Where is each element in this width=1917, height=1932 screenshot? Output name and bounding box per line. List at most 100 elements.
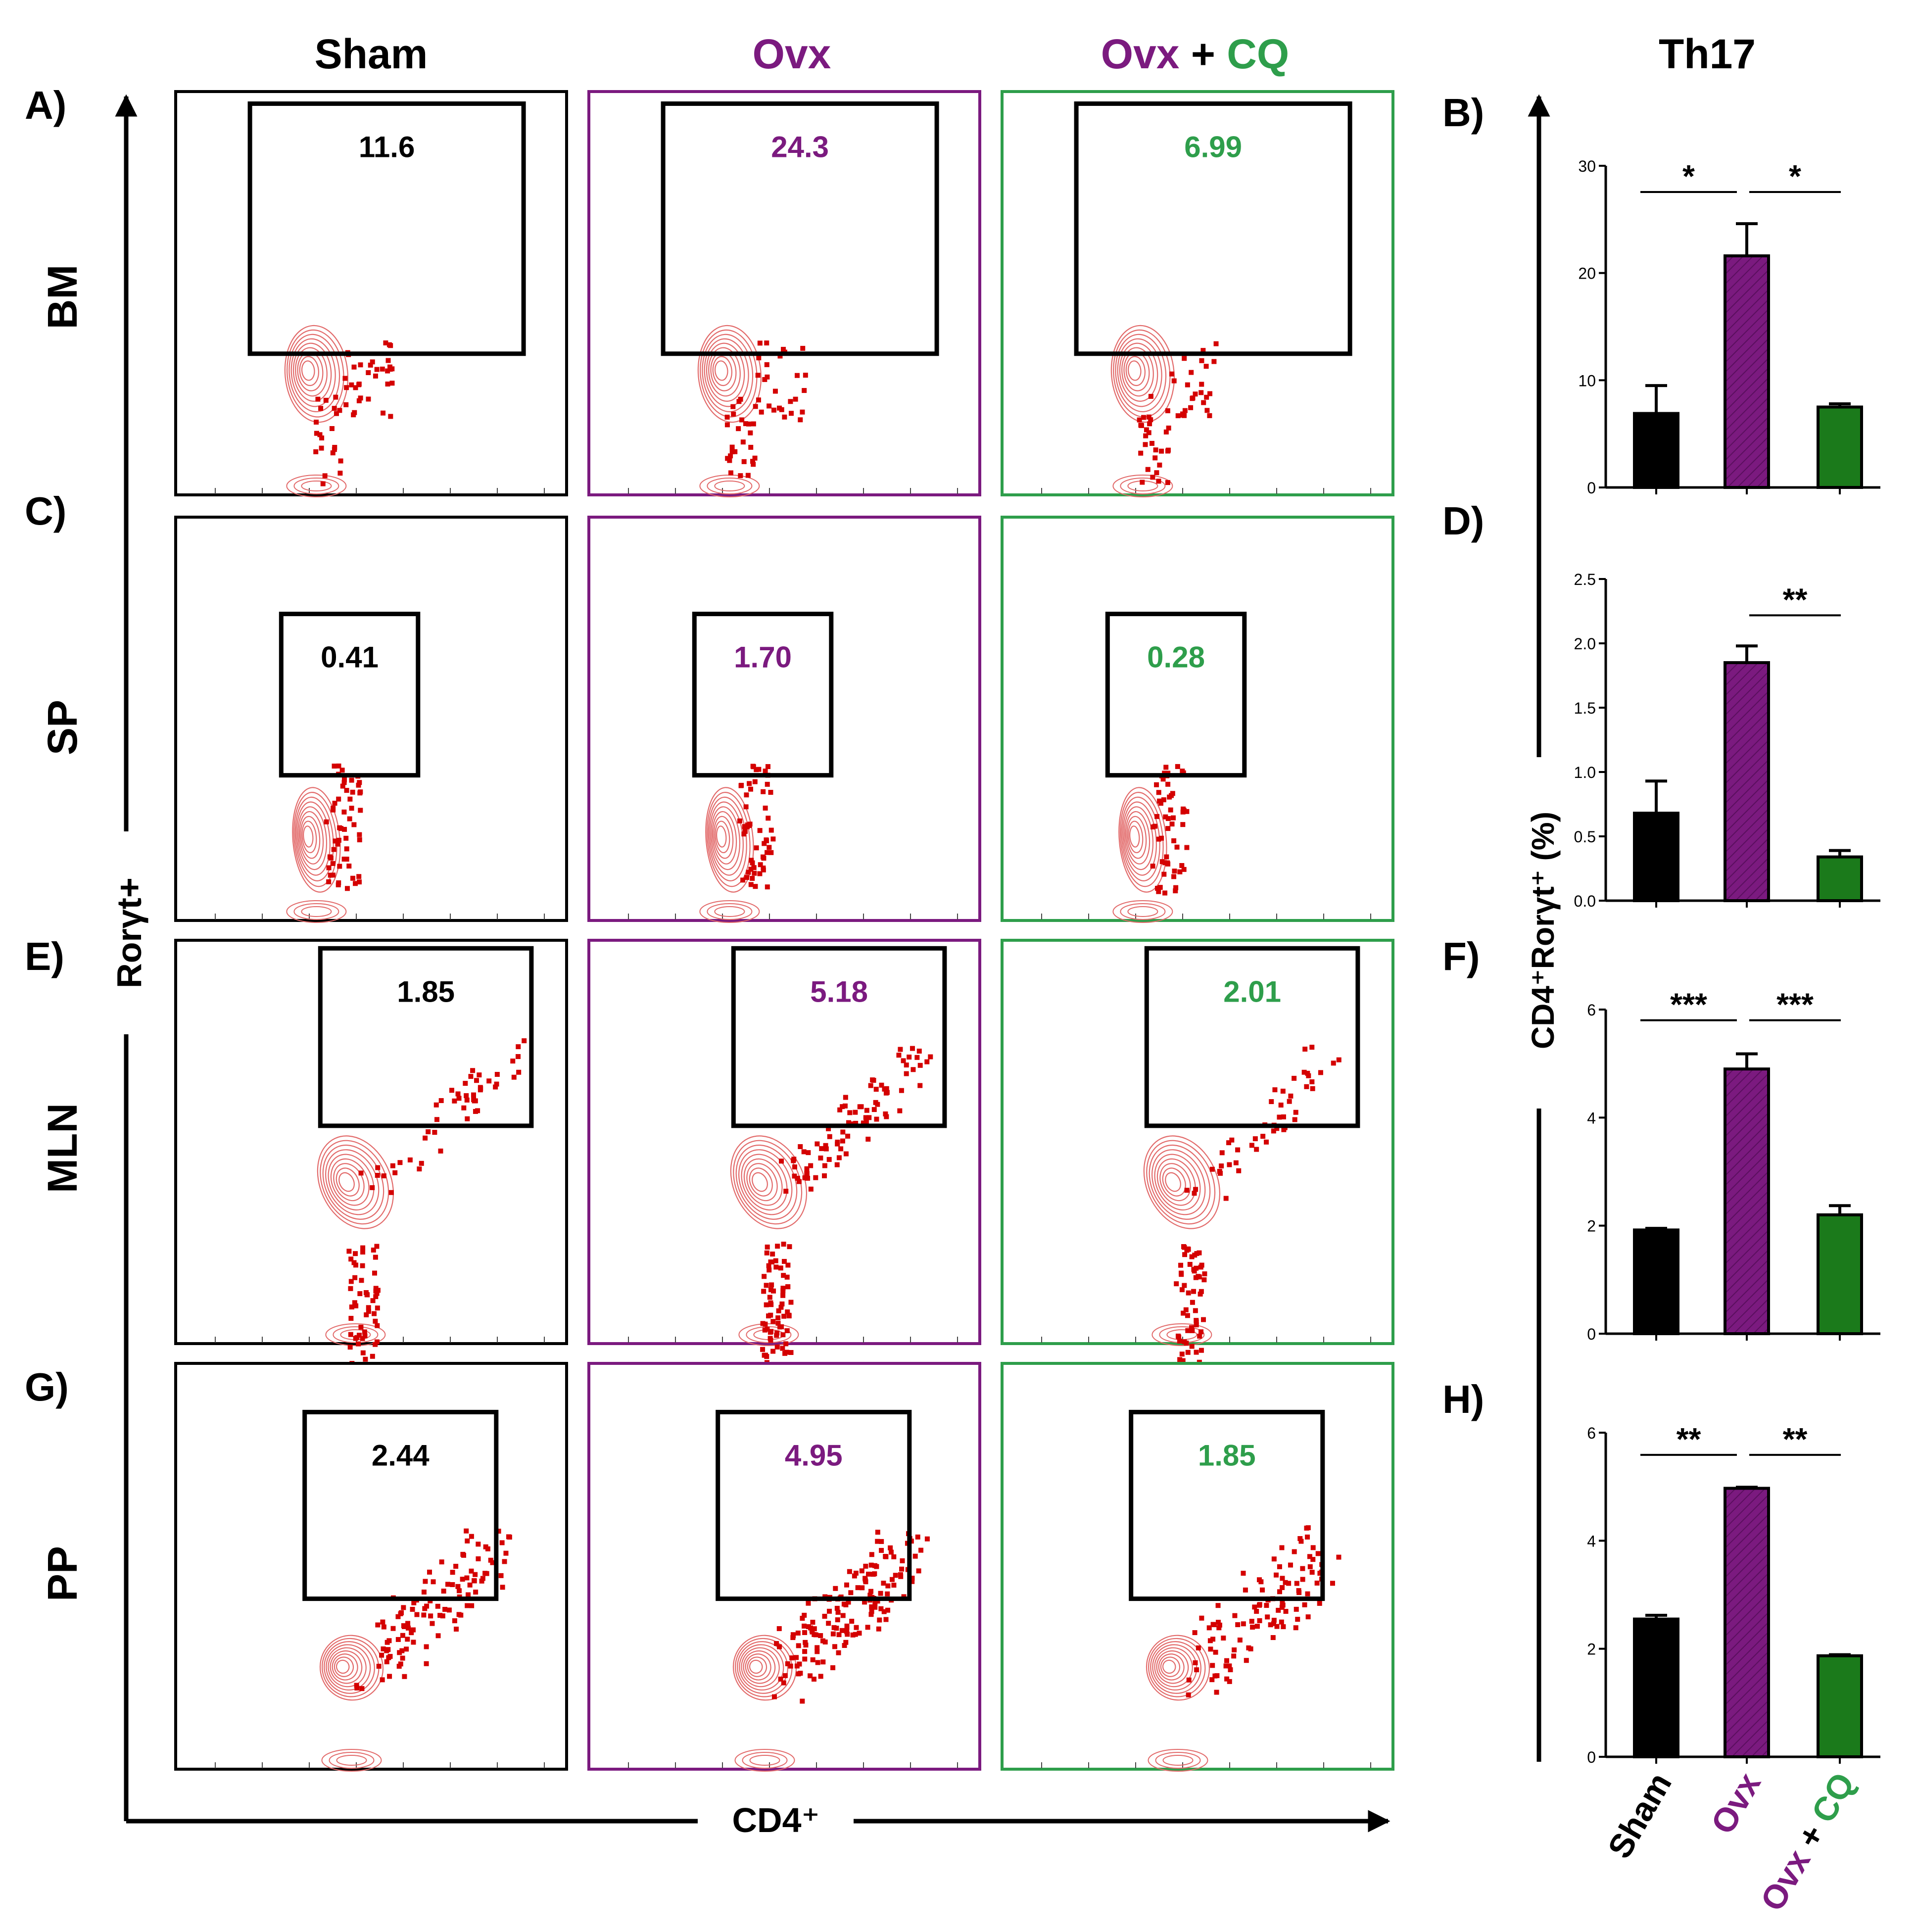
event-dot — [924, 1536, 930, 1542]
event-dot — [476, 1556, 481, 1561]
event-dot — [1224, 1676, 1230, 1682]
event-dot — [1173, 885, 1179, 890]
event-dot — [732, 449, 738, 454]
event-dot — [810, 1629, 815, 1635]
event-dot — [768, 850, 774, 855]
row-label-mln: MLN — [39, 1103, 86, 1193]
bar-ovx-cq — [1817, 1654, 1863, 1759]
event-dot — [341, 780, 347, 785]
event-dot — [409, 1630, 414, 1636]
event-dot — [891, 1583, 897, 1588]
column-header-sham: Sham — [315, 31, 428, 77]
bar-y-tick-label: 10 — [1578, 372, 1596, 389]
event-dot — [332, 801, 337, 806]
event-dot — [1293, 1625, 1298, 1631]
event-dot — [1209, 1166, 1215, 1172]
event-dot — [788, 1300, 794, 1305]
event-dot — [868, 1612, 874, 1617]
event-dot — [864, 1108, 869, 1113]
event-dot — [758, 862, 763, 868]
event-dot — [743, 421, 748, 427]
event-dot — [1241, 1621, 1246, 1627]
event-dot — [803, 373, 808, 378]
event-dot — [1213, 1649, 1218, 1655]
event-dot — [1280, 1600, 1285, 1606]
contour-line — [738, 1323, 799, 1346]
event-dot — [1185, 1313, 1190, 1318]
event-dot — [881, 1609, 887, 1614]
event-dot — [802, 388, 807, 393]
event-dot — [1219, 1163, 1224, 1169]
event-dot — [370, 1185, 375, 1190]
event-dot — [1179, 1352, 1185, 1357]
event-dot — [386, 1638, 392, 1643]
event-dot — [337, 408, 342, 413]
event-dot — [1177, 1338, 1182, 1344]
event-dot — [347, 1345, 353, 1350]
event-dot — [375, 1305, 380, 1311]
event-dot — [777, 1644, 782, 1649]
event-dot — [766, 764, 771, 770]
event-dot — [1165, 447, 1171, 453]
bar-ovx-cq — [1817, 855, 1863, 902]
event-dot — [835, 1609, 841, 1615]
event-dot — [860, 1585, 865, 1591]
flow-plot-sp-2: 0.28 — [1001, 516, 1394, 923]
event-dot — [1310, 1086, 1315, 1091]
event-dot — [315, 396, 321, 402]
event-dot — [1138, 450, 1144, 456]
event-dot — [1179, 863, 1185, 868]
event-dot — [1161, 871, 1167, 877]
event-dot — [1156, 836, 1161, 842]
event-dot — [390, 1626, 396, 1631]
event-dot — [1189, 1325, 1194, 1330]
event-dot — [872, 1600, 878, 1605]
event-dot — [1189, 1254, 1195, 1259]
event-dot — [764, 340, 769, 346]
event-dot — [502, 1559, 507, 1564]
event-dot — [842, 1103, 848, 1109]
event-dot — [754, 845, 759, 851]
event-dot — [461, 1105, 467, 1111]
contour-line — [295, 347, 328, 397]
event-dot — [1228, 1667, 1233, 1673]
event-dot — [336, 796, 341, 802]
event-dot — [314, 431, 319, 436]
event-dot — [797, 1661, 802, 1667]
contour-line — [705, 787, 754, 893]
event-dot — [353, 881, 358, 886]
event-dot — [440, 1613, 445, 1619]
bar-y-tick-label: 0 — [1587, 1325, 1596, 1343]
event-dot — [1304, 1084, 1309, 1089]
event-dot — [1294, 1606, 1299, 1612]
contour-line — [293, 903, 339, 920]
event-dot — [366, 370, 371, 375]
event-dot — [757, 871, 763, 876]
event-dot — [781, 1273, 786, 1278]
event-dot — [815, 1141, 820, 1147]
contour-line — [292, 342, 332, 402]
event-dot — [1217, 1170, 1223, 1176]
event-dot — [354, 1685, 360, 1690]
contour-line — [746, 1163, 778, 1202]
contour-line — [335, 1659, 350, 1674]
contour-line — [1155, 1752, 1201, 1769]
event-dot — [898, 1047, 903, 1052]
contour-line — [286, 475, 347, 497]
event-dot — [747, 781, 752, 786]
event-dot — [752, 455, 758, 461]
event-dot — [1175, 413, 1181, 419]
bar-y-tick-label: 2 — [1587, 1217, 1596, 1235]
gate-box — [692, 612, 834, 778]
event-dot — [884, 1114, 889, 1119]
contour-line — [325, 1323, 386, 1346]
flow-plot-frame — [587, 516, 981, 922]
event-dot — [348, 1332, 353, 1337]
event-dot — [385, 1647, 391, 1652]
event-dot — [335, 841, 340, 847]
event-dot — [344, 857, 349, 862]
contour-line — [332, 1653, 358, 1681]
event-dot — [837, 1107, 843, 1112]
event-dot — [1292, 1117, 1297, 1122]
